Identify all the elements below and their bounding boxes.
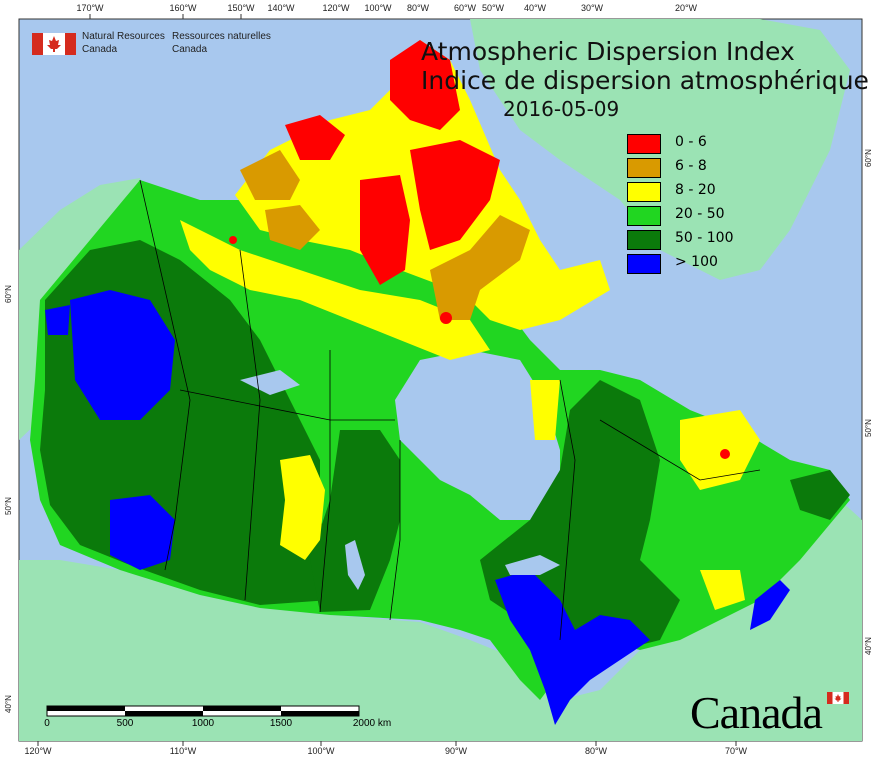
scale-tick-label: 1500 <box>269 718 293 729</box>
zone-0-6-islands <box>360 175 410 285</box>
graticule-bottom-label: 110°W <box>169 746 197 756</box>
graticule-left-label: 60°N <box>4 285 13 303</box>
agency-name-en: Natural Resources <box>82 31 165 42</box>
graticule-bottom-label: 70°W <box>724 746 748 756</box>
zone-0-6-ellesmere <box>390 40 460 130</box>
legend-swatch <box>627 206 661 226</box>
zone-6-8-banks <box>240 150 300 200</box>
zone-0-6-north-west <box>285 115 345 160</box>
zone-0-6-spot-1 <box>440 312 452 324</box>
agency-name-fr-country: Canada <box>172 44 208 55</box>
zone-6-8-baffin <box>430 215 530 320</box>
agency-name-fr: Ressources naturelles <box>172 31 271 42</box>
graticule-top-label: 20°W <box>674 3 698 13</box>
zone-50-100-maritime <box>790 470 850 520</box>
zone-6-8-victoria <box>265 205 320 250</box>
graticule-left-label: 50°N <box>4 497 13 515</box>
legend-label: 0 - 6 <box>675 134 707 150</box>
hudson-bay <box>395 350 560 520</box>
graticule-top-label: 150°W <box>227 3 255 13</box>
canada-flag-icon <box>32 33 76 55</box>
graticule-top-label: 50°W <box>481 3 505 13</box>
graticule-top-label: 170°W <box>76 3 104 13</box>
zone-8-20-hudson-west <box>530 380 560 440</box>
graticule-top-label: 120°W <box>322 3 350 13</box>
scale-bar-graphic <box>46 705 360 717</box>
zone-0-6-spot-2 <box>720 449 730 459</box>
map-title-en: Atmospheric Dispersion Index <box>421 37 795 66</box>
legend-label: 6 - 8 <box>675 158 707 174</box>
map-date: 2016-05-09 <box>503 97 620 121</box>
lake-winnipeg <box>345 540 365 590</box>
canada-wordmark-text: Canada <box>690 687 823 738</box>
lake-superior <box>505 555 560 575</box>
zone-50-100-central <box>310 430 400 612</box>
graticule-top-label: 100°W <box>364 3 392 13</box>
zone-0-6-spot-3 <box>229 236 237 244</box>
scale-tick-label: 0 <box>44 718 50 729</box>
canada-wordmark: Canada <box>690 686 849 739</box>
graticule-top-label: 30°W <box>580 3 604 13</box>
legend-label: 8 - 20 <box>675 182 716 198</box>
graticule-top-label: 160°W <box>169 3 197 13</box>
legend-swatch <box>627 230 661 250</box>
graticule-bottom-label: 80°W <box>584 746 608 756</box>
graticule-top-label: 40°W <box>523 3 547 13</box>
zone-8-20-tundra <box>180 220 490 360</box>
scale-tick-label: 2000 km <box>352 718 392 729</box>
graticule-ticks <box>37 14 737 746</box>
legend-label: 50 - 100 <box>675 230 734 246</box>
usa-land <box>19 500 862 741</box>
zone-over-100-ontario <box>495 570 650 725</box>
graticule-right-label: 40°N <box>864 637 873 655</box>
graticule-bottom-label: 100°W <box>307 746 335 756</box>
zone-over-100-nova-scotia <box>750 580 790 630</box>
map-title-fr: Indice de dispersion atmosphérique <box>421 66 869 95</box>
scale-tick-label: 1000 <box>191 718 215 729</box>
legend-swatch <box>627 134 661 154</box>
graticule-left-label: 40°N <box>4 695 13 713</box>
graticule-bottom-label: 120°W <box>24 746 52 756</box>
zone-over-100-bc-south <box>110 495 175 570</box>
graticule-bottom-label: 90°W <box>444 746 468 756</box>
legend-label: 20 - 50 <box>675 206 725 222</box>
zone-over-100-west-edge <box>45 305 70 335</box>
zone-over-100-bc-north <box>70 290 175 420</box>
zone-8-20-atlantic <box>700 570 745 610</box>
agency-name-en-country: Canada <box>82 44 118 55</box>
graticule-right-label: 50°N <box>864 419 873 437</box>
graticule-top-label: 60°W <box>453 3 477 13</box>
provincial-borders <box>139 179 761 641</box>
legend-label: > 100 <box>675 254 718 270</box>
legend-swatch <box>627 158 661 178</box>
canada-flag-icon <box>827 692 849 704</box>
graticule-right-label: 60°N <box>864 149 873 167</box>
great-slave-lake <box>240 370 300 395</box>
zone-8-20-prairies <box>280 455 325 560</box>
legend-swatch <box>627 182 661 202</box>
legend-swatch <box>627 254 661 274</box>
graticule-top-label: 80°W <box>406 3 430 13</box>
graticule-top-label: 140°W <box>267 3 295 13</box>
scale-tick-label: 500 <box>116 718 134 729</box>
zone-0-6-devon <box>410 140 500 250</box>
zone-8-20-quebec <box>680 410 760 490</box>
